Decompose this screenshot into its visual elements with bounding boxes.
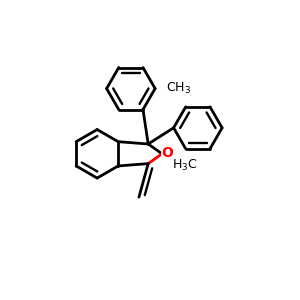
Text: CH$_3$: CH$_3$: [166, 80, 190, 96]
Text: O: O: [161, 146, 173, 160]
Text: H$_3$C: H$_3$C: [172, 158, 197, 173]
